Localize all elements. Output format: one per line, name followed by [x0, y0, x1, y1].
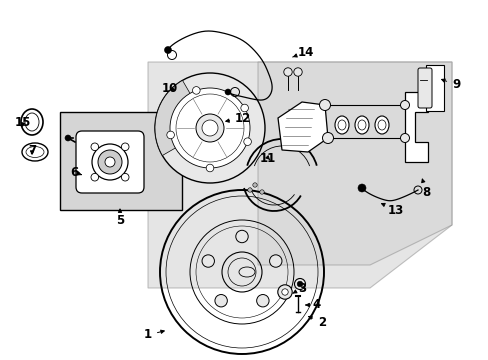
Polygon shape [278, 102, 327, 152]
Circle shape [247, 188, 252, 192]
Circle shape [166, 131, 174, 139]
Circle shape [256, 294, 268, 307]
Circle shape [277, 285, 292, 299]
Ellipse shape [374, 116, 388, 134]
Text: 12: 12 [225, 112, 251, 125]
Circle shape [65, 135, 71, 141]
Circle shape [206, 164, 213, 172]
Circle shape [235, 230, 248, 243]
Wedge shape [155, 80, 209, 156]
Circle shape [283, 68, 292, 76]
Circle shape [196, 114, 224, 142]
Circle shape [259, 190, 264, 194]
FancyBboxPatch shape [417, 68, 431, 108]
Text: 2: 2 [308, 315, 325, 328]
Polygon shape [258, 62, 451, 265]
Circle shape [224, 89, 230, 95]
Circle shape [252, 183, 257, 187]
Circle shape [244, 138, 251, 145]
Polygon shape [404, 92, 427, 162]
Ellipse shape [334, 116, 348, 134]
Circle shape [121, 174, 129, 181]
Circle shape [215, 294, 227, 307]
Text: 15: 15 [15, 116, 31, 129]
Circle shape [294, 279, 305, 289]
Circle shape [400, 134, 408, 143]
Text: 13: 13 [381, 203, 404, 216]
Circle shape [293, 68, 302, 76]
Ellipse shape [239, 267, 254, 277]
Circle shape [105, 157, 115, 167]
Circle shape [202, 255, 214, 267]
Text: 9: 9 [441, 78, 459, 91]
Circle shape [170, 88, 249, 168]
Text: 5: 5 [116, 209, 124, 226]
FancyBboxPatch shape [76, 131, 143, 193]
FancyBboxPatch shape [425, 65, 443, 111]
Circle shape [281, 289, 287, 295]
Text: 11: 11 [260, 152, 276, 165]
Circle shape [98, 150, 122, 174]
Text: 7: 7 [28, 144, 36, 157]
Circle shape [357, 184, 365, 192]
Circle shape [297, 281, 302, 287]
Ellipse shape [354, 116, 368, 134]
Polygon shape [148, 62, 451, 288]
Circle shape [319, 99, 330, 111]
Text: 3: 3 [292, 282, 305, 294]
Circle shape [91, 174, 99, 181]
Circle shape [202, 120, 218, 136]
Text: 10: 10 [162, 81, 178, 94]
Circle shape [91, 143, 99, 150]
Text: 6: 6 [70, 166, 81, 179]
Text: 14: 14 [292, 45, 314, 58]
Bar [60, 112, 182, 210]
Text: 8: 8 [421, 179, 429, 198]
Text: 1: 1 [143, 328, 164, 342]
Circle shape [164, 46, 171, 54]
Circle shape [241, 104, 248, 112]
Circle shape [121, 143, 129, 150]
Circle shape [155, 73, 264, 183]
Circle shape [192, 87, 200, 94]
Circle shape [269, 255, 282, 267]
Circle shape [400, 100, 408, 109]
Text: 4: 4 [305, 298, 320, 311]
Circle shape [322, 132, 333, 144]
